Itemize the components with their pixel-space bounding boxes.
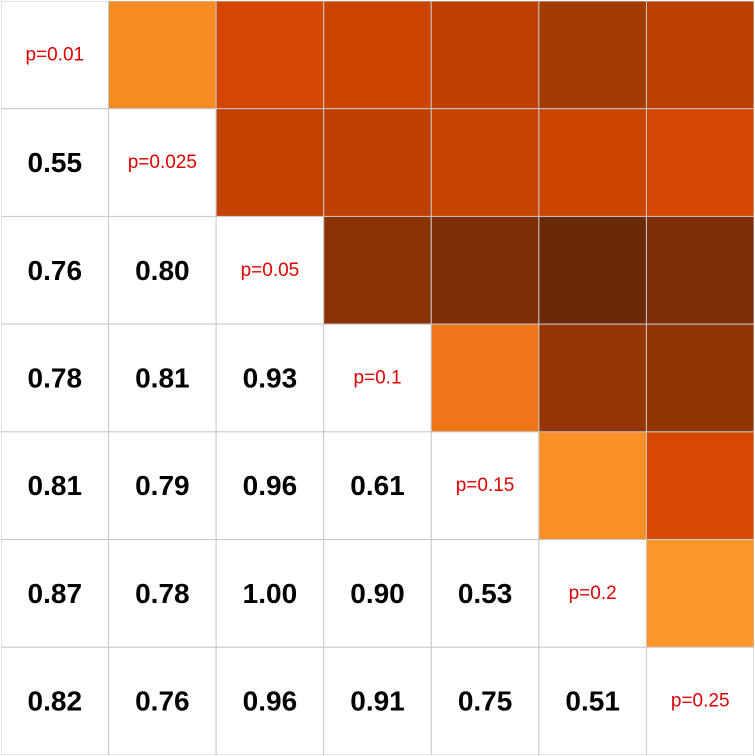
diagonal-label: p=0.05 bbox=[241, 260, 300, 281]
heatmap-color-cell bbox=[538, 1, 647, 110]
value-cell bbox=[108, 431, 217, 541]
value-cell bbox=[430, 646, 540, 755]
cell-value-label: 0.55 bbox=[28, 147, 83, 178]
value-cell bbox=[538, 646, 647, 755]
cell-value-label: 0.61 bbox=[350, 470, 405, 501]
diagonal-cell bbox=[538, 539, 647, 648]
heatmap-color-cell bbox=[430, 215, 540, 325]
value-cell bbox=[108, 539, 217, 648]
heatmap-color-cell bbox=[645, 539, 754, 648]
heatmap-color-cell bbox=[323, 1, 432, 110]
cell-value-label: 0.53 bbox=[458, 578, 513, 609]
heatmap-color-cell bbox=[323, 108, 432, 217]
cell-value-label: 0.96 bbox=[243, 470, 298, 501]
diagonal-label: p=0.15 bbox=[456, 475, 515, 496]
cell-value-label: 0.91 bbox=[350, 686, 405, 717]
value-cell bbox=[108, 323, 217, 433]
cell-value-label: 0.76 bbox=[28, 255, 83, 286]
heatmap-color-cell bbox=[538, 215, 647, 325]
cell-value-label: 0.75 bbox=[458, 686, 513, 717]
cell-value-label: 0.80 bbox=[135, 255, 190, 286]
value-cell bbox=[1, 215, 110, 325]
heatmap-color-cell bbox=[645, 431, 754, 541]
diagonal-cell bbox=[323, 323, 432, 433]
value-cell bbox=[1, 323, 110, 433]
diagonal-cell bbox=[430, 431, 540, 541]
cell-value-label: 0.78 bbox=[28, 363, 83, 394]
heatmap-color-cell bbox=[538, 323, 647, 433]
value-cell bbox=[323, 431, 432, 541]
cell-value-label: 0.82 bbox=[28, 686, 83, 717]
diagonal-cell bbox=[645, 646, 754, 755]
value-cell bbox=[215, 431, 325, 541]
cell-value-label: 0.76 bbox=[135, 686, 190, 717]
heatmap-color-cell bbox=[215, 108, 325, 217]
diagonal-label: p=0.1 bbox=[353, 368, 401, 389]
value-cell bbox=[1, 539, 110, 648]
cell-value-label: 0.96 bbox=[243, 686, 298, 717]
heatmap-color-cell bbox=[430, 323, 540, 433]
value-cell bbox=[108, 646, 217, 755]
value-cell bbox=[108, 215, 217, 325]
cell-value-label: 0.81 bbox=[28, 470, 83, 501]
cell-value-label: 0.93 bbox=[243, 363, 298, 394]
heatmap-color-cell bbox=[645, 323, 754, 433]
heatmap-color-cell bbox=[645, 108, 754, 217]
diagonal-label: p=0.2 bbox=[569, 583, 617, 604]
cell-value-label: 0.79 bbox=[135, 470, 190, 501]
diagonal-label: p=0.01 bbox=[25, 44, 84, 65]
heatmap-color-cell bbox=[430, 1, 540, 110]
heatmap-color-cell bbox=[645, 1, 754, 110]
diagonal-label: p=0.25 bbox=[671, 691, 730, 712]
cell-value-label: 0.90 bbox=[350, 578, 405, 609]
cell-value-label: 0.81 bbox=[135, 363, 190, 394]
heatmap-color-cell bbox=[645, 215, 754, 325]
cell-value-label: 0.78 bbox=[135, 578, 190, 609]
cell-value-label: 0.51 bbox=[565, 686, 620, 717]
heatmap-color-cell bbox=[323, 215, 432, 325]
heatmap-color-cell bbox=[538, 431, 647, 541]
diagonal-label: p=0.025 bbox=[128, 152, 197, 173]
cell-value-label: 0.87 bbox=[28, 578, 83, 609]
heatmap-color-cell bbox=[215, 1, 325, 110]
heatmap-color-cell bbox=[430, 108, 540, 217]
heatmap-color-cell bbox=[108, 1, 217, 110]
value-cell bbox=[323, 646, 432, 755]
heatmap-color-cell bbox=[538, 108, 647, 217]
value-cell bbox=[323, 539, 432, 648]
cell-value-label: 1.00 bbox=[243, 578, 298, 609]
diagonal-cell bbox=[1, 1, 110, 110]
value-cell bbox=[215, 539, 325, 648]
value-cell bbox=[1, 108, 110, 217]
